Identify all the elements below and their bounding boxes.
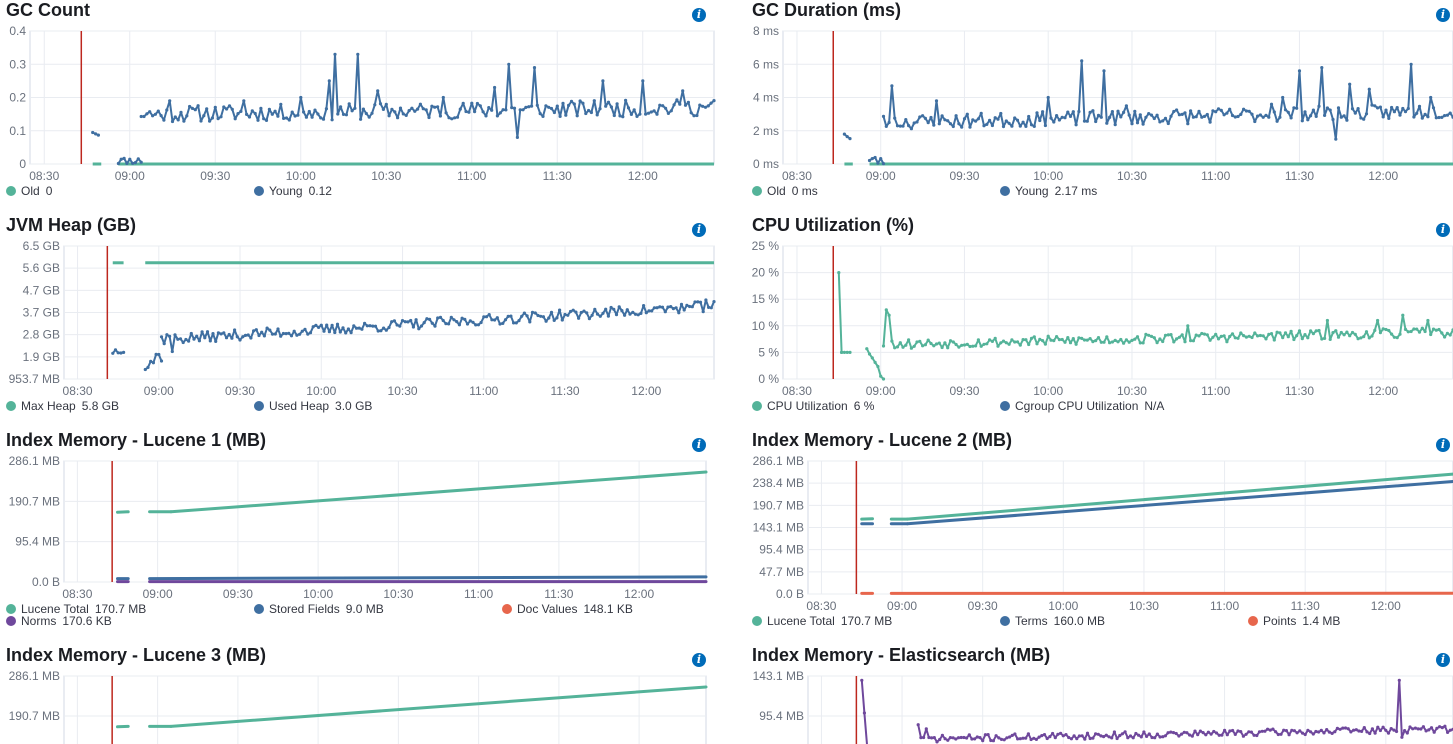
legend-value: 170.6 KB — [62, 614, 112, 628]
legend-value: 0 — [45, 184, 53, 198]
legend-item[interactable]: Old 0 — [6, 184, 52, 198]
info-icon[interactable]: i — [1436, 438, 1450, 452]
legend-swatch — [254, 186, 264, 196]
legend-item[interactable]: Used Heap 3.0 GB — [254, 399, 372, 413]
legend-value: 0.12 — [308, 184, 332, 198]
legend-item[interactable]: Lucene Total 170.7 MB — [752, 614, 892, 628]
info-icon[interactable]: i — [692, 438, 706, 452]
legend-value: 160.0 MB — [1053, 614, 1106, 628]
legend-swatch — [752, 616, 762, 626]
panel-title: Index Memory - Lucene 3 (MB) — [6, 645, 267, 665]
legend-swatch — [6, 401, 16, 411]
legend-item[interactable]: Young 0.12 — [254, 184, 332, 198]
legend-item[interactable]: Points 1.4 MB — [1248, 614, 1340, 628]
legend-swatch — [6, 604, 16, 614]
legend-item[interactable]: CPU Utilization 6 % — [752, 399, 874, 413]
es-memory-panel: Index Memory - Elasticsearch (MB) i — [752, 645, 1452, 744]
legend-label: Doc Values — [517, 602, 578, 616]
legend-value: 9.0 MB — [345, 602, 384, 616]
panel-title: GC Count — [6, 0, 90, 20]
legend-swatch — [1000, 401, 1010, 411]
legend-label: Young — [1015, 184, 1049, 198]
legend-swatch — [254, 401, 264, 411]
legend-item[interactable]: Cgroup CPU Utilization N/A — [1000, 399, 1164, 413]
legend-label: Terms — [1015, 614, 1048, 628]
legend-label: Lucene Total — [767, 614, 835, 628]
panel-title: JVM Heap (GB) — [6, 215, 137, 235]
legend-swatch — [1000, 186, 1010, 196]
legend-swatch — [752, 401, 762, 411]
legend-value: 6 % — [853, 399, 875, 413]
panel-title: Index Memory - Elasticsearch (MB) — [752, 645, 1051, 665]
legend-item[interactable]: Stored Fields 9.0 MB — [254, 602, 384, 616]
legend-label: Old — [767, 184, 786, 198]
legend-item[interactable]: Max Heap 5.8 GB — [6, 399, 119, 413]
legend-label: Points — [1263, 614, 1297, 628]
legend-label: Stored Fields — [269, 602, 340, 616]
legend-label: Young — [269, 184, 303, 198]
legend-swatch — [752, 186, 762, 196]
legend-label: Lucene Total — [21, 602, 89, 616]
legend-swatch — [254, 604, 264, 614]
legend-item[interactable]: Young 2.17 ms — [1000, 184, 1097, 198]
panel-title: GC Duration (ms) — [752, 0, 902, 20]
legend-item[interactable]: Norms 170.6 KB — [6, 614, 112, 628]
legend-label: Norms — [21, 614, 57, 628]
legend-item[interactable]: Doc Values 148.1 KB — [502, 602, 633, 616]
legend-item[interactable]: Terms 160.0 MB — [1000, 614, 1105, 628]
info-icon[interactable]: i — [692, 653, 706, 667]
legend-value: 148.1 KB — [583, 602, 633, 616]
gc-count-panel: GC Count i — [6, 0, 714, 210]
panel-title: CPU Utilization (%) — [752, 215, 914, 235]
legend-label: CPU Utilization — [767, 399, 848, 413]
legend-value: N/A — [1144, 399, 1165, 413]
legend-value: 2.17 ms — [1054, 184, 1098, 198]
legend-item[interactable]: Lucene Total 170.7 MB — [6, 602, 146, 616]
legend-label: Max Heap — [21, 399, 76, 413]
legend-label: Cgroup CPU Utilization — [1015, 399, 1139, 413]
cpu-utilization-panel: CPU Utilization (%) i — [752, 215, 1452, 425]
legend-item[interactable]: Old 0 ms — [752, 184, 818, 198]
legend-value: 3.0 GB — [335, 399, 373, 413]
legend-value: 5.8 GB — [81, 399, 120, 413]
legend-label: Old — [21, 184, 40, 198]
panel-title: Index Memory - Lucene 2 (MB) — [752, 430, 1013, 450]
lucene1-panel: Index Memory - Lucene 1 (MB) i — [6, 430, 714, 640]
legend-swatch — [6, 186, 16, 196]
legend-value: 170.7 MB — [94, 602, 147, 616]
info-icon[interactable]: i — [1436, 653, 1450, 667]
legend-value: 1.4 MB — [1302, 614, 1341, 628]
lucene3-panel: Index Memory - Lucene 3 (MB) i — [6, 645, 714, 744]
legend-swatch — [1000, 616, 1010, 626]
info-icon[interactable]: i — [692, 223, 706, 237]
legend-value: 170.7 MB — [840, 614, 893, 628]
legend-value: 0 ms — [791, 184, 818, 198]
lucene2-panel: Index Memory - Lucene 2 (MB) i — [752, 430, 1452, 640]
info-icon[interactable]: i — [1436, 223, 1450, 237]
info-icon[interactable]: i — [1436, 8, 1450, 22]
info-icon[interactable]: i — [692, 8, 706, 22]
legend-label: Used Heap — [269, 399, 330, 413]
jvm-heap-panel: JVM Heap (GB) i — [6, 215, 714, 425]
legend-swatch — [6, 616, 16, 626]
panel-title: Index Memory - Lucene 1 (MB) — [6, 430, 267, 450]
legend-swatch — [1248, 616, 1258, 626]
legend-swatch — [502, 604, 512, 614]
gc-duration-panel: GC Duration (ms) i — [752, 0, 1452, 210]
